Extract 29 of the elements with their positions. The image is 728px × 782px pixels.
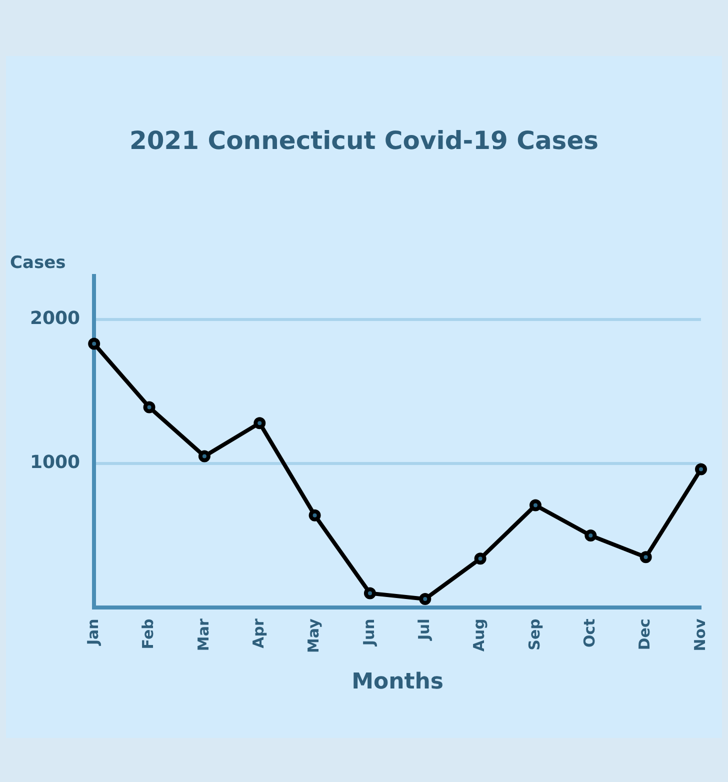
point	[254, 417, 266, 430]
x-tick-label: Sep	[525, 618, 544, 650]
point	[364, 587, 376, 600]
point	[584, 530, 597, 542]
y-axis-title: Cases	[10, 252, 66, 273]
point	[308, 509, 321, 522]
chart-title: 2021 Connecticut Covid-19 Cases	[128, 126, 600, 155]
x-tick-label: Dec	[636, 618, 654, 650]
point	[419, 592, 432, 605]
point	[88, 338, 100, 350]
x-axis-title: Months	[352, 670, 444, 695]
x-tick-label: Apr	[250, 618, 268, 648]
x-tick-label: Jul	[415, 618, 434, 642]
point	[529, 499, 542, 512]
x-tick-label: Oct	[580, 618, 599, 648]
point	[640, 551, 652, 564]
x-tick-label: Mar	[194, 618, 212, 652]
y-tick-label: 1000	[30, 452, 80, 474]
point	[474, 552, 486, 565]
x-tick-label: Jan	[84, 618, 102, 646]
x-tick-label: Jun	[360, 618, 378, 647]
x-tick-label: Nov	[690, 618, 709, 652]
point	[143, 401, 156, 414]
point	[198, 450, 210, 462]
x-tick-label: Feb	[139, 618, 158, 650]
x-tick-label: May	[304, 618, 323, 654]
point	[695, 463, 707, 476]
y-tick-label: 2000	[30, 308, 80, 329]
x-tick-label: Aug	[470, 618, 488, 652]
